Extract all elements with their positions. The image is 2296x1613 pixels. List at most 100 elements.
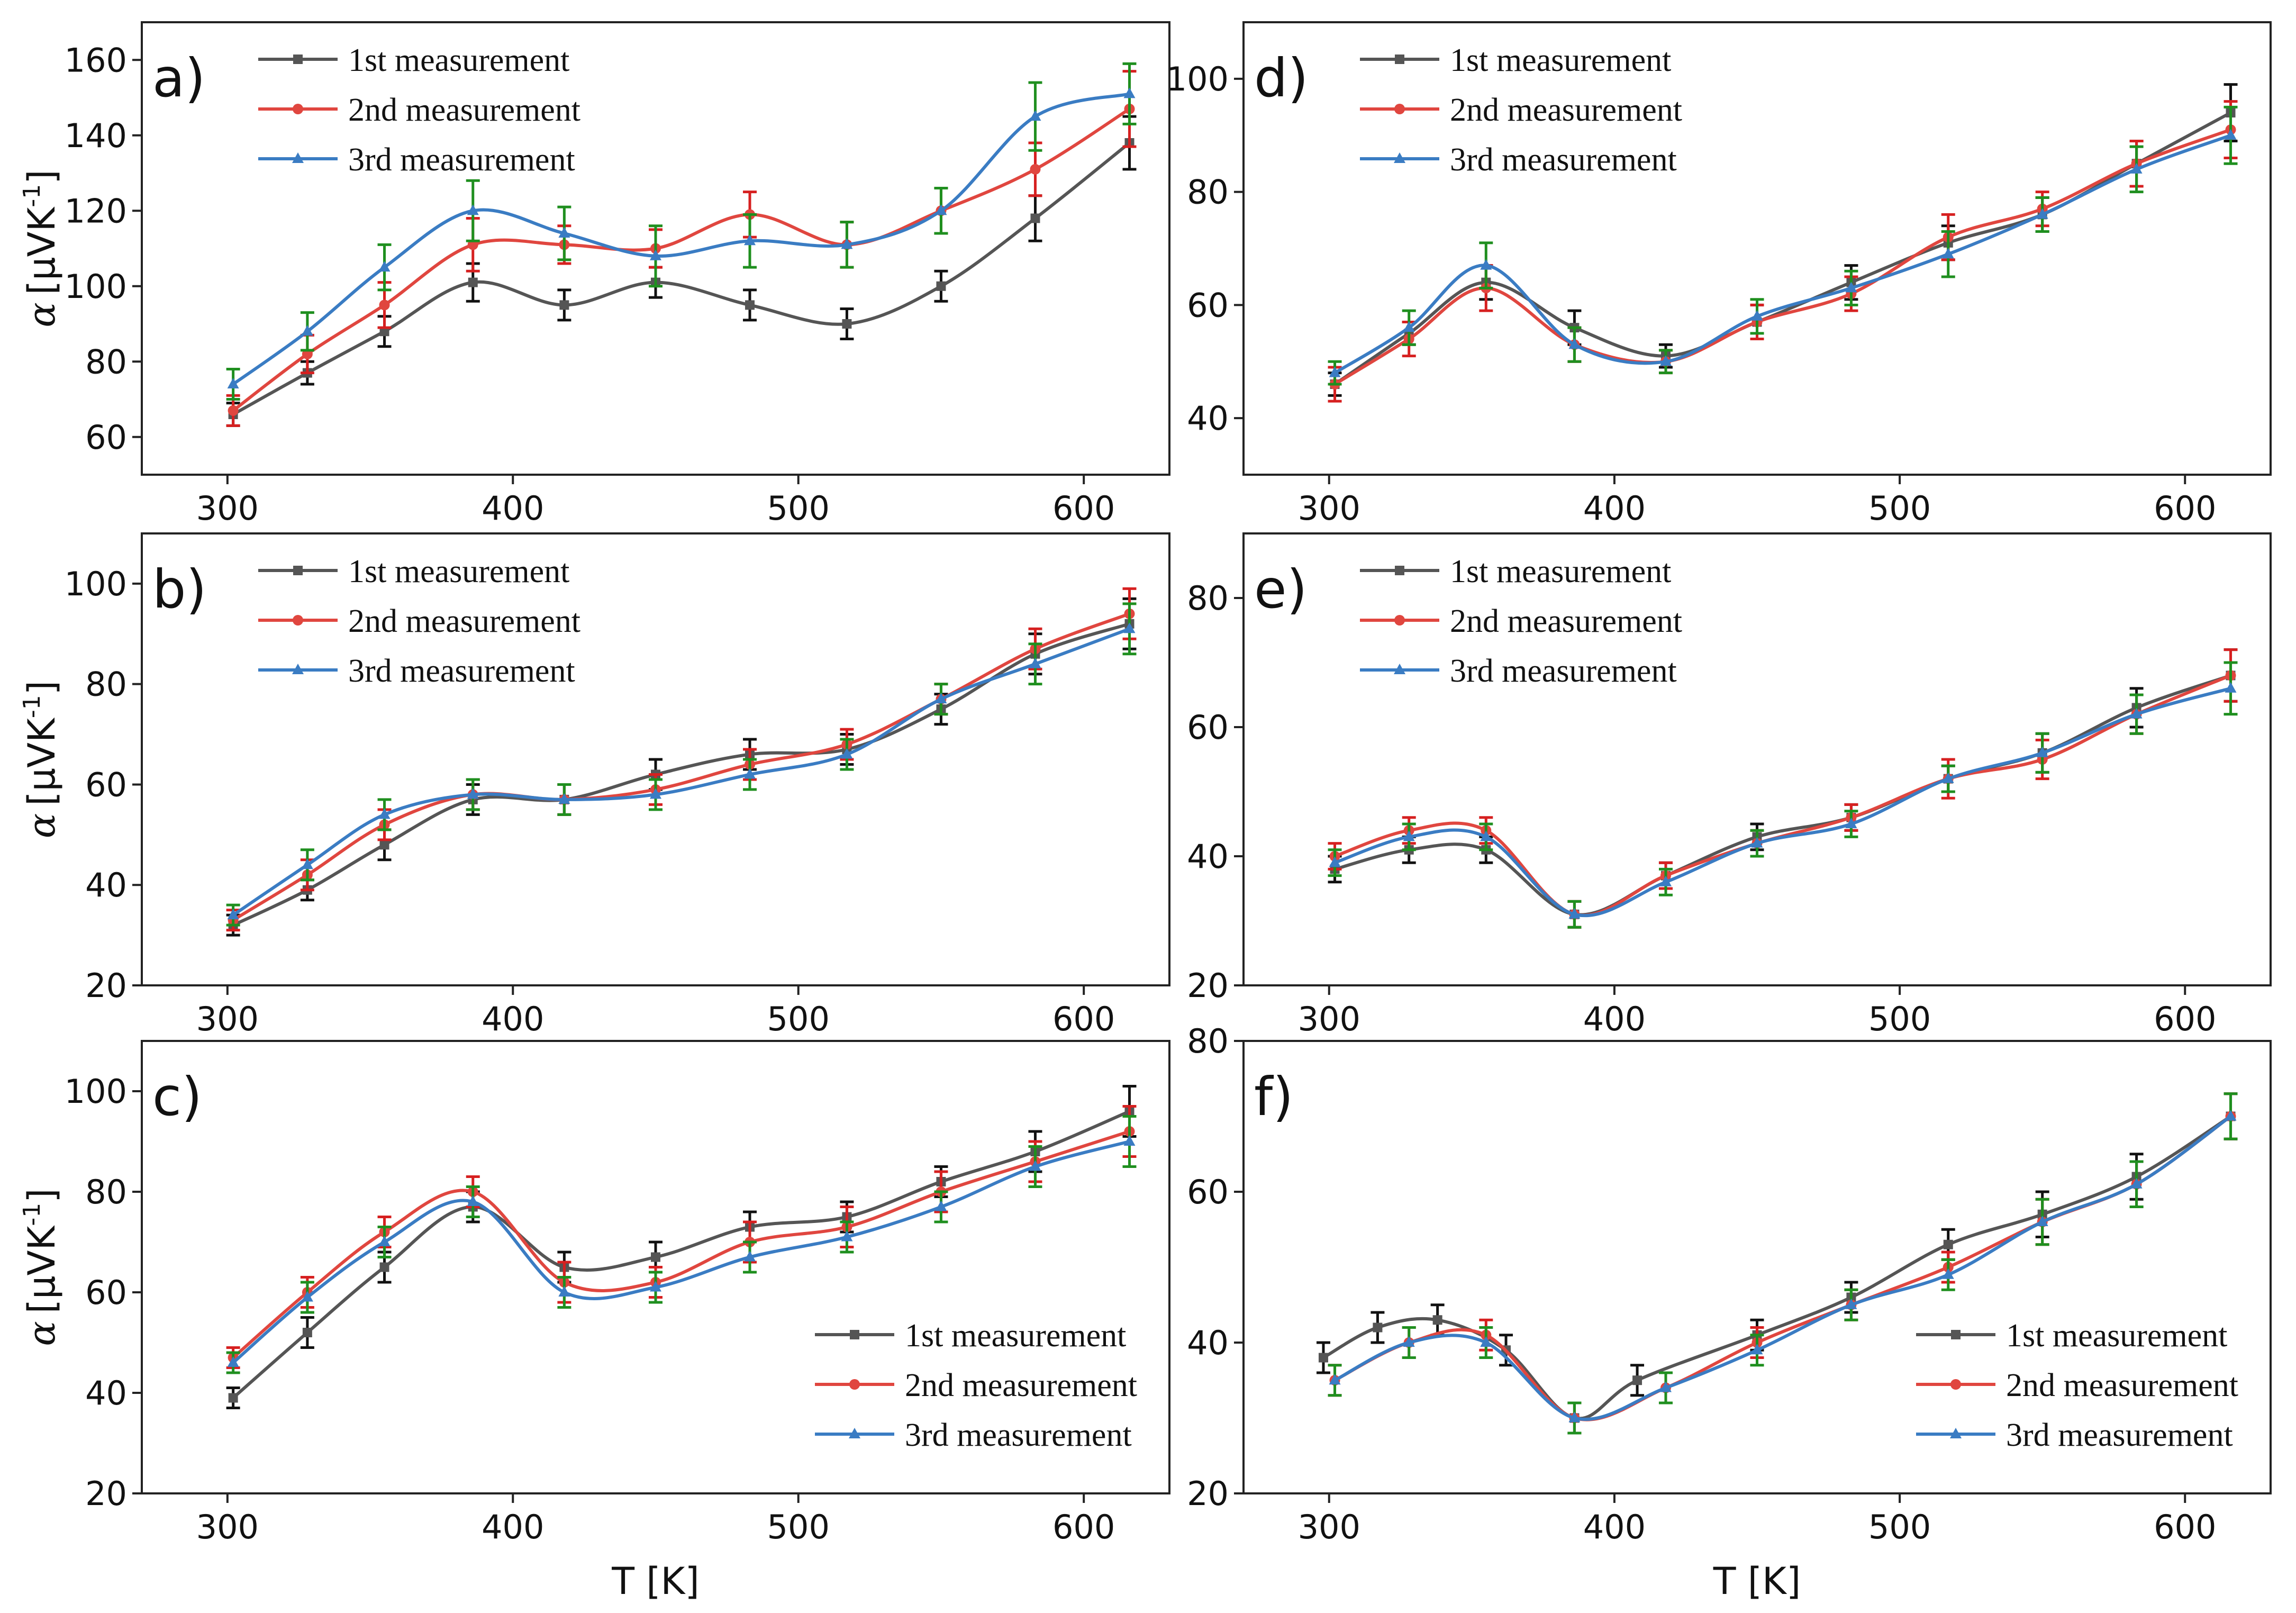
y-tick-label: 100 (65, 565, 127, 603)
panel-label: e) (1254, 558, 1308, 620)
data-point (2225, 682, 2237, 693)
legend-entry: 1st measurement (1450, 554, 1671, 590)
y-tick-label: 80 (85, 665, 127, 704)
legend-entry: 1st measurement (2006, 1318, 2227, 1354)
y-tick-label: 60 (85, 765, 127, 804)
x-tick-label: 600 (1052, 489, 1115, 528)
data-point (558, 1286, 570, 1297)
x-tick-label: 500 (1868, 1000, 1931, 1038)
y-axis-label: α [μVK-1] (19, 681, 63, 838)
plot-frame (1242, 21, 2272, 476)
data-point (2225, 129, 2237, 140)
legend-entry: 1st measurement (905, 1318, 1126, 1354)
y-label-close: ] (20, 681, 63, 695)
data-point (1845, 818, 1857, 828)
x-axis-label: T [K] (1713, 1560, 1801, 1603)
y-label-symbol: α (20, 813, 63, 838)
plot-frame (141, 21, 1170, 476)
data-point (467, 204, 479, 215)
data-point (2225, 1110, 2237, 1121)
data-point (467, 788, 479, 799)
y-tick-label: 80 (1187, 173, 1229, 212)
x-tick-label: 300 (196, 1000, 259, 1038)
data-point (1329, 856, 1341, 867)
legend-marker (1394, 152, 1405, 163)
plot-frame (1242, 1040, 2272, 1494)
data-point (2130, 708, 2143, 719)
data-point (1030, 164, 1041, 175)
y-tick-label: 40 (1187, 399, 1229, 438)
data-point (558, 793, 570, 804)
data-point (1029, 1160, 1041, 1171)
x-axis-label: T [K] (611, 1560, 700, 1603)
legend-entry: 1st measurement (348, 42, 569, 78)
chart-panel: 300 400 500 600 20 40 60 80 e) 1st measurement 2nd… (1187, 532, 2272, 1038)
data-point (935, 1200, 947, 1211)
data-point (379, 1262, 389, 1272)
data-point (467, 1195, 479, 1206)
legend-marker (292, 664, 304, 674)
data-point (1568, 908, 1581, 919)
data-point (744, 1250, 756, 1262)
series-line (1334, 674, 2231, 917)
data-point (228, 405, 239, 416)
data-point (559, 300, 569, 310)
legend: 1st measurement 2nd measurement 3rd measur… (1360, 554, 1682, 689)
legend-marker (1394, 615, 1405, 626)
legend-marker (1394, 664, 1405, 674)
y-tick-label: 60 (1187, 286, 1229, 324)
x-tick-label: 400 (1583, 489, 1646, 528)
data-point (2036, 1216, 2048, 1226)
data-point (1029, 657, 1041, 668)
panel-label: c) (152, 1066, 202, 1128)
y-tick-label: 80 (1187, 1022, 1229, 1061)
data-point (1030, 213, 1040, 223)
data-point (1751, 1344, 1763, 1355)
data-point (301, 1291, 313, 1302)
data-point (1632, 1375, 1642, 1385)
data-point (1943, 1239, 1953, 1249)
panel-label: f) (1254, 1066, 1293, 1128)
data-point (558, 227, 570, 238)
data-point (842, 319, 852, 329)
series-3 (1328, 1092, 2238, 1435)
y-label-unit: [μVK (20, 206, 63, 295)
x-tick-label: 600 (2154, 1508, 2216, 1546)
y-tick-label: 160 (65, 41, 127, 79)
y-tick-label: 80 (85, 342, 127, 381)
y-label-symbol: α (20, 1321, 63, 1346)
legend-entry: 2nd measurement (905, 1367, 1137, 1403)
x-tick-label: 400 (482, 1508, 544, 1546)
x-tick-label: 400 (1583, 1508, 1646, 1546)
x-tick-label: 300 (196, 489, 259, 528)
chart-panel: 300 400 500 600 60 80 100 120 140 160 a) α [μVK-1] 1s… (19, 21, 1170, 528)
data-point (378, 808, 391, 819)
legend-entry: 3rd measurement (2006, 1417, 2233, 1453)
data-point (1432, 1315, 1442, 1325)
legend-entry: 3rd measurement (348, 142, 575, 178)
y-tick-label: 100 (65, 267, 127, 306)
y-label-exponent: -1 (19, 695, 46, 718)
legend: 1st measurement 2nd measurement 3rd measur… (815, 1318, 1137, 1453)
data-point (1659, 1381, 1672, 1392)
series-3 (1328, 661, 2238, 929)
series-line (1334, 686, 2231, 918)
data-point (1403, 1336, 1415, 1347)
data-point (651, 1252, 660, 1262)
data-point (1029, 110, 1041, 121)
data-point (1751, 310, 1763, 321)
data-point (302, 1328, 312, 1337)
x-tick-label: 300 (1298, 489, 1360, 528)
legend-entry: 1st measurement (348, 554, 569, 590)
data-point (378, 1236, 391, 1246)
y-tick-label: 100 (1166, 60, 1229, 98)
x-tick-label: 500 (1868, 1508, 1931, 1546)
x-tick-label: 600 (2154, 489, 2216, 528)
data-point (1329, 1374, 1341, 1385)
data-point (1845, 1298, 1857, 1309)
data-point (745, 300, 755, 310)
data-point (650, 1281, 661, 1292)
y-tick-label: 120 (65, 192, 127, 230)
x-tick-label: 500 (1868, 489, 1931, 528)
data-point (1659, 875, 1672, 886)
